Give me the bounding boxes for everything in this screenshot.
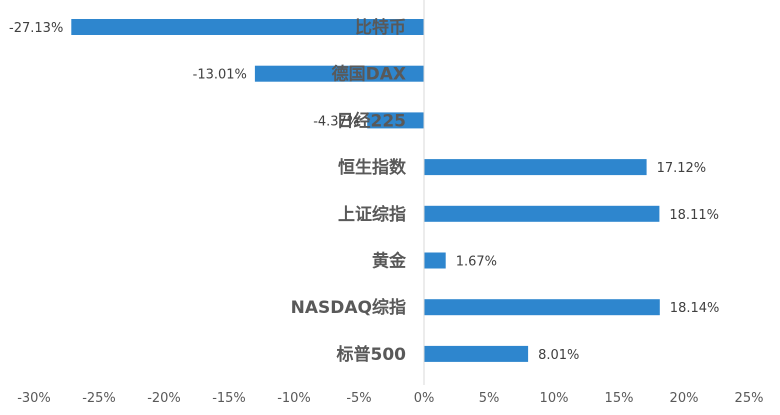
x-tick-label: 15% [605, 391, 634, 406]
category-label: 比特币 [355, 17, 406, 38]
value-label: 17.12% [657, 161, 707, 176]
category-label: 黄金 [372, 251, 407, 272]
x-tick-label: 25% [735, 391, 764, 406]
bar [424, 159, 647, 176]
bar [254, 65, 424, 82]
bar [367, 112, 424, 129]
category-label: 日经225 [337, 110, 407, 131]
value-label: 18.14% [670, 301, 720, 316]
x-tick-label: -10% [277, 391, 311, 406]
category-label: 上证综指 [338, 204, 406, 225]
x-tick-label: 10% [540, 391, 569, 406]
bar [71, 19, 425, 35]
category-label: 标普500 [337, 344, 407, 365]
bar [424, 299, 660, 316]
bar [424, 205, 660, 222]
value-label: 18.11% [669, 208, 719, 223]
x-tick-label: 0% [414, 391, 435, 406]
x-tick-label: -20% [147, 391, 181, 406]
category-label: 德国DAX [332, 64, 406, 85]
value-label: 8.01% [538, 348, 579, 363]
value-label: -4.37% [313, 114, 359, 129]
x-tick-label: -15% [212, 391, 246, 406]
value-label: 1.67% [456, 255, 497, 270]
category-label: 恒生指数 [338, 157, 407, 178]
x-tick-label: 20% [670, 391, 699, 406]
bar [424, 252, 446, 269]
x-tick-label: -5% [346, 391, 371, 406]
x-tick-label: -30% [17, 391, 51, 406]
value-labels: -27.13% -13.01% -4.37% 17.12% 18.11% 1.67% 18.… [9, 21, 719, 363]
value-label: -13.01% [193, 68, 247, 83]
category-label: NASDAQ综指 [291, 297, 406, 318]
bars-layer [71, 19, 660, 362]
x-tick-label: 5% [479, 391, 500, 406]
x-tick-label: -25% [82, 391, 116, 406]
x-axis-ticks: -30% -25% -20% -15% -10% -5% 0% 5% 10% 15% 20% 25% [17, 391, 763, 406]
value-label: -27.13% [9, 21, 63, 36]
bar [424, 345, 529, 362]
